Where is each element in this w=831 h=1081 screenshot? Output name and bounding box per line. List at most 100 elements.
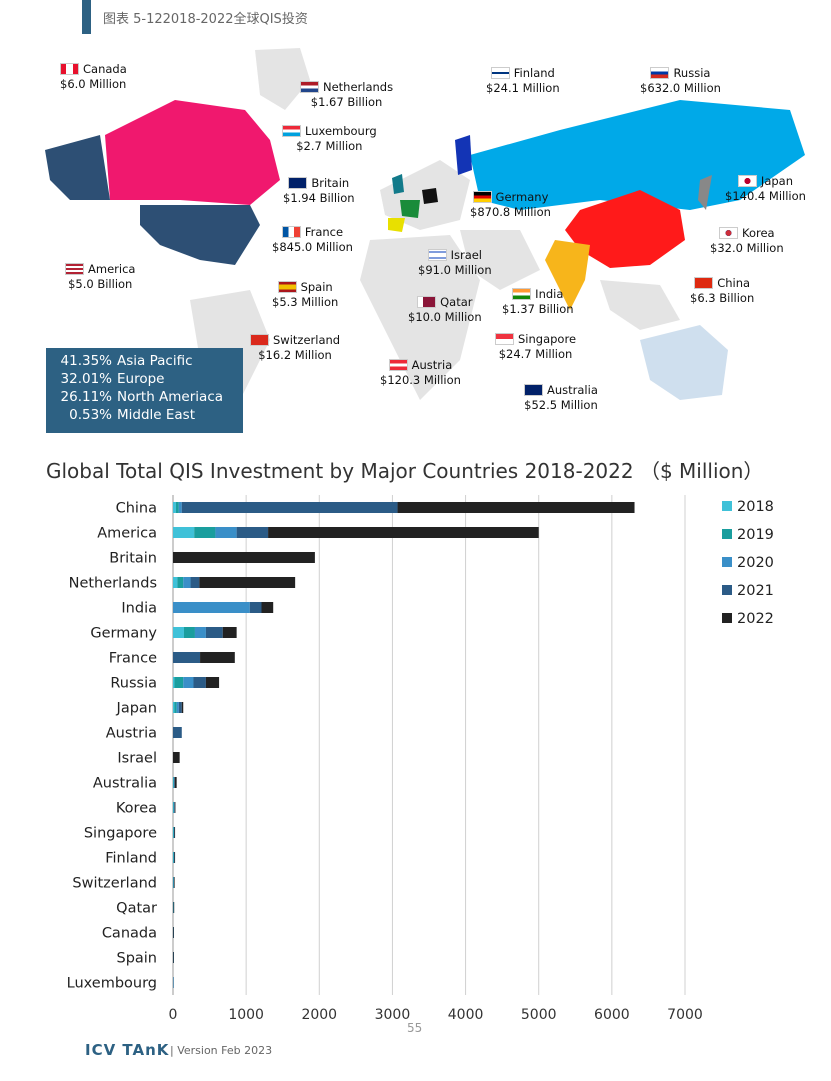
legend-label: 2019 <box>737 527 774 543</box>
map-country-usa <box>140 205 260 265</box>
category-label: Japan <box>116 701 157 717</box>
bar-segment-2021 <box>173 652 201 663</box>
stacked-bar-chart: 0 1000 2000 3000 4000 5000 6000 7000 China Americ… <box>67 495 774 1023</box>
legend-label: 2018 <box>737 499 774 515</box>
bar-segment-2021 <box>236 527 269 538</box>
map-label-spain: Spain $5.3 Million <box>272 280 339 309</box>
category-label: Finland <box>105 851 157 867</box>
bar-segment-2019 <box>173 777 174 788</box>
map-country-canada <box>105 100 280 205</box>
bar-segment-2022 <box>199 577 296 588</box>
category-label: Israel <box>117 751 157 767</box>
x-tick-label: 6000 <box>594 1007 630 1023</box>
bar-segment-2022 <box>397 502 635 513</box>
map-country-britain <box>392 174 404 194</box>
map-country-russia <box>470 100 805 210</box>
bar-segment-2021 <box>190 577 200 588</box>
chart-title: Global Total QIS Investment by Major Cou… <box>46 459 764 483</box>
bar-segment-2022 <box>174 802 176 813</box>
x-tick-label: 4000 <box>448 1007 484 1023</box>
singapore-flag-icon <box>495 333 514 345</box>
bar-segment-2022 <box>174 877 175 888</box>
bar-segment-2022 <box>174 852 176 863</box>
map-label-japan: Japan $140.4 Million <box>725 174 806 203</box>
map-label-austria: Austria $120.3 Million <box>380 358 461 387</box>
map-label-france: France $845.0 Million <box>272 225 353 254</box>
category-label: America <box>97 526 157 542</box>
x-tick-label: 3000 <box>375 1007 411 1023</box>
bar-segment-2019 <box>173 852 174 863</box>
legend-label: 2020 <box>737 555 774 571</box>
brand-logo: ICV TAnK <box>85 1041 170 1059</box>
map-country-australia <box>640 325 728 400</box>
bar-segment-2020 <box>173 852 175 863</box>
bar-segment-2019 <box>183 627 195 638</box>
china-flag-icon <box>694 277 714 289</box>
bar-segment-2019 <box>177 577 184 588</box>
bar-segment-2020 <box>176 702 179 713</box>
bar-segment-2022 <box>173 927 174 938</box>
bar-segment-2019 <box>174 702 177 713</box>
map-label-netherlands: Netherlands $1.67 Billion <box>300 80 393 110</box>
russia-flag-icon <box>650 67 670 79</box>
bar-segment-2020 <box>178 502 182 513</box>
bar-segment-2021 <box>205 627 223 638</box>
bar-segment-2021 <box>173 977 174 988</box>
bar-segment-2018 <box>173 527 195 538</box>
bar-segment-2020 <box>183 577 191 588</box>
bar-segment-2022 <box>200 652 235 663</box>
category-label: China <box>116 501 157 517</box>
map-label-korea: Korea $32.0 Million <box>710 226 784 255</box>
map-country-india <box>545 240 590 310</box>
legend-label: 2022 <box>737 611 774 627</box>
category-label: France <box>109 651 157 667</box>
category-label: Canada <box>102 926 157 942</box>
category-label: Luxembourg <box>67 976 157 992</box>
category-label: Spain <box>116 951 157 967</box>
map-label-qatar: Qatar $10.0 Million <box>408 295 482 324</box>
map-land-middle-east <box>460 230 540 290</box>
map-country-china <box>565 190 685 268</box>
legend-swatch <box>722 529 732 539</box>
bar-segment-2018 <box>173 627 184 638</box>
america-flag-icon <box>65 263 84 275</box>
bar-segment-2022 <box>268 527 539 538</box>
bar-segment-2018 <box>173 577 178 588</box>
france-flag-icon <box>281 226 301 238</box>
category-label: Russia <box>110 676 157 692</box>
bar-segment-2022 <box>261 602 274 613</box>
map-country-france <box>400 200 420 218</box>
bar-segment-2022 <box>173 552 315 563</box>
category-label: Netherlands <box>69 576 157 592</box>
category-label: Germany <box>90 626 157 642</box>
bar-segment-2022 <box>173 752 180 763</box>
category-label: India <box>121 601 157 617</box>
map-country-spain <box>388 218 405 232</box>
category-label: Singapore <box>84 826 157 842</box>
map-label-israel: Israel $91.0 Million <box>418 248 492 277</box>
bar-segment-2022 <box>222 627 237 638</box>
bar-segment-2018 <box>173 702 175 713</box>
bar-segment-2018 <box>173 802 174 813</box>
x-tick-label: 2000 <box>301 1007 337 1023</box>
germany-flag-icon <box>472 191 492 203</box>
region-share-row: 0.53% Middle East <box>69 407 196 423</box>
bar-segment-2019 <box>194 527 216 538</box>
map-label-russia: Russia $632.0 Million <box>640 66 721 95</box>
bar-segment-2019 <box>175 502 179 513</box>
bar-segment-2021 <box>173 877 175 888</box>
bar-segment-2021 <box>174 852 175 863</box>
bar-segment-2021 <box>174 802 175 813</box>
region-share-row: 32.01% Europe <box>60 371 165 387</box>
region-share-row: 26.11% North Ameriaca <box>60 389 224 405</box>
bar-segment-2022 <box>181 702 184 713</box>
qatar-flag-icon <box>417 296 437 308</box>
category-label: Korea <box>116 801 157 817</box>
bar-segment-2021 <box>173 727 182 738</box>
header-accent-bar <box>82 0 91 34</box>
finland-flag-icon <box>490 67 510 79</box>
bar-segment-2019 <box>173 827 174 838</box>
legend-label: 2021 <box>737 583 774 599</box>
britain-flag-icon <box>288 177 308 189</box>
category-label: Australia <box>93 776 157 792</box>
